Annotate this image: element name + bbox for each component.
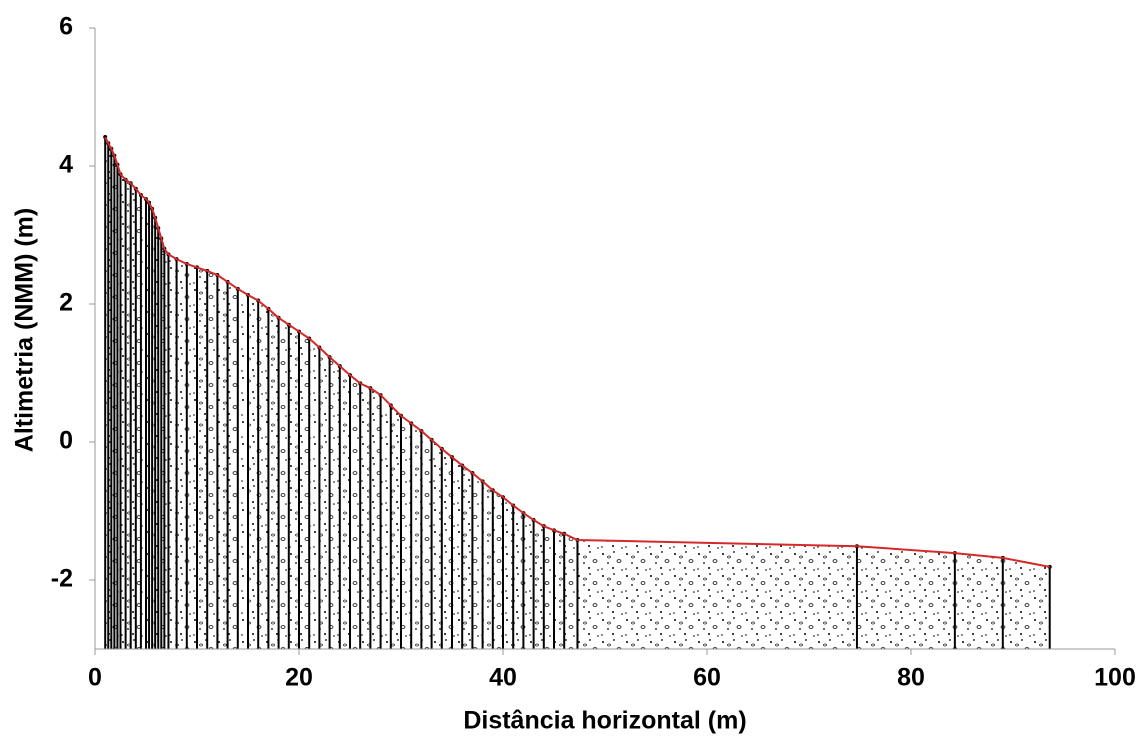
x-tick-label: 60 [693, 664, 721, 692]
y-tick-label: -2 [51, 565, 73, 593]
y-tick-label: 4 [59, 151, 73, 179]
plot-area [103, 135, 1052, 649]
x-tick-label: 0 [88, 664, 102, 692]
profile-line [104, 136, 1050, 568]
x-tick-label: 40 [489, 664, 517, 692]
x-tick-label: 80 [897, 664, 925, 692]
y-tick-label: 6 [59, 13, 73, 41]
y-axis-title: Altimetria (NMM) (m) [11, 208, 39, 452]
sediment-area [105, 137, 1050, 649]
x-axis-title: Distância horizontal (m) [463, 707, 746, 735]
x-tick-label: 20 [285, 664, 313, 692]
y-tick-label: 2 [59, 289, 73, 317]
x-tick-label: 100 [1094, 664, 1136, 692]
y-tick-label: 0 [59, 427, 73, 455]
